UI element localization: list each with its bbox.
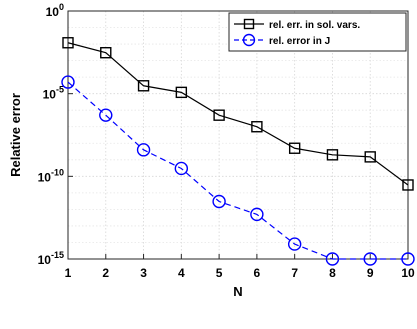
- data-point: [401, 252, 415, 266]
- data-point: [325, 252, 340, 266]
- x-axis-label: N: [233, 284, 242, 299]
- x-tick-label: 2: [102, 266, 109, 280]
- series-1: [62, 37, 414, 191]
- x-tick-label: 1: [65, 266, 72, 280]
- data-point: [213, 109, 225, 121]
- legend-box: [228, 12, 407, 52]
- y-tick-label: 10-10: [38, 167, 64, 184]
- legend-item: rel. err. in sol. vars.: [234, 18, 360, 31]
- legend-item: rel. error in J: [234, 33, 330, 47]
- data-point: [61, 75, 75, 89]
- y-tick-label: 10-15: [38, 250, 64, 267]
- data-point: [288, 142, 301, 154]
- legend: rel. err. in sol. vars. rel. error in J: [228, 12, 407, 52]
- legend-label: rel. err. in sol. vars.: [269, 20, 360, 31]
- data-point: [326, 149, 339, 161]
- legend-marker: [242, 33, 256, 47]
- x-tick-label: 9: [367, 266, 374, 280]
- y-axis-label: Relative error: [8, 93, 23, 177]
- data-point: [137, 80, 150, 92]
- data-point: [100, 47, 112, 59]
- plot-frame: [67, 10, 409, 260]
- data-point: [250, 207, 264, 222]
- x-tick-label: 3: [140, 266, 147, 280]
- legend-label: rel. error in J: [269, 36, 330, 47]
- data-point: [99, 108, 113, 122]
- legend-marker: [243, 18, 255, 30]
- series-line: [67, 42, 409, 186]
- x-tick-label: 6: [254, 266, 261, 280]
- data-point: [251, 121, 263, 133]
- series-2: [61, 75, 415, 266]
- data-point: [62, 37, 74, 49]
- x-axis: 1 2 3 4 5 6 7 8 9 10: [65, 254, 415, 280]
- x-tick-label: 8: [329, 266, 336, 280]
- x-tick-label: 10: [401, 266, 415, 280]
- x-tick-label: 7: [291, 266, 298, 280]
- series-line: [67, 81, 408, 260]
- y-tick-label: 10-5: [43, 85, 64, 102]
- x-tick-label: 5: [216, 266, 223, 280]
- data-point: [402, 179, 414, 191]
- data-point: [174, 161, 189, 176]
- data-point: [364, 151, 376, 163]
- data-point: [363, 252, 377, 266]
- y-axis: 10-15 10-10 10-5 100: [38, 2, 73, 267]
- x-tick-label: 4: [178, 266, 185, 280]
- data-point: [175, 86, 188, 99]
- series-layer: [61, 37, 415, 266]
- data-point: [136, 143, 151, 157]
- y-tick-label: 100: [46, 2, 64, 19]
- data-point: [287, 237, 302, 251]
- data-point: [212, 194, 226, 209]
